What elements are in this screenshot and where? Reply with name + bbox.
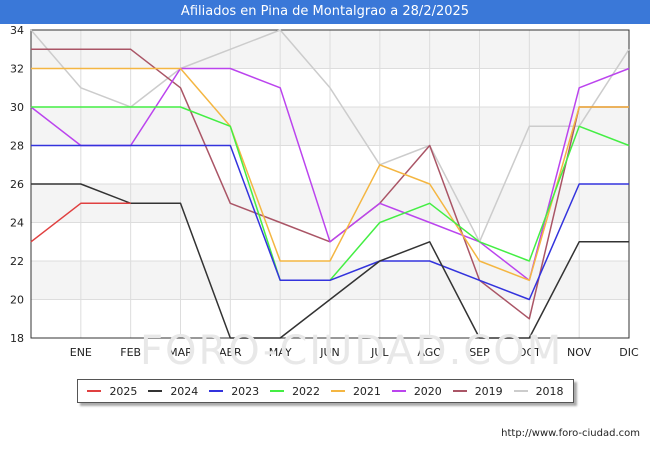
line-chart: 18 20 22 24 26 28 30 32 34 ENE FEB MAR ABR MAY JUN JUL A… [10, 24, 639, 359]
legend-label: 2021 [352, 384, 381, 398]
legend-swatch [513, 390, 528, 392]
y-tick-label: 24 [10, 217, 24, 230]
legend-swatch [391, 390, 406, 392]
y-tick-label: 20 [10, 294, 24, 307]
y-tick-label: 28 [10, 140, 24, 153]
x-tick-label: ABR [219, 346, 242, 359]
legend-swatch [209, 390, 224, 392]
x-tick-label: DIC [619, 346, 639, 359]
x-tick-label: JUN [319, 346, 340, 359]
y-tick-label: 22 [10, 255, 24, 268]
chart-title: Afiliados en Pina de Montalgrao a 28/2/2… [0, 0, 650, 24]
x-tick-label: MAY [269, 346, 292, 359]
x-tick-label: OCT [518, 346, 541, 359]
y-tick-label: 18 [10, 332, 24, 345]
legend-item-2021: 2021 [330, 384, 381, 398]
y-tick-label: 34 [10, 24, 24, 37]
source-url[interactable]: http://www.foro-ciudad.com [501, 428, 640, 439]
chart-legend: 2025 2024 2023 2022 2021 2020 2019 2018 [77, 379, 574, 403]
legend-item-2022: 2022 [270, 385, 320, 398]
x-tick-label: MAR [168, 346, 193, 359]
legend-label: 2022 [292, 384, 321, 398]
legend-label: 2018 [535, 384, 564, 398]
legend-item-2023: 2023 [209, 385, 259, 398]
y-tick-label: 32 [10, 63, 24, 76]
series-line-2023 [31, 144, 629, 301]
legend-item-2018: 2018 [513, 384, 564, 398]
legend-item-2019: 2019 [452, 384, 503, 398]
watermark: FORO-CIUDAD.COM [140, 328, 564, 374]
legend-label: 2019 [474, 384, 503, 398]
legend-item-2020: 2020 [391, 384, 442, 398]
x-tick-label: FEB [120, 346, 141, 359]
legend-label: 2025 [109, 384, 138, 398]
x-tick-label: JUL [370, 346, 389, 359]
legend-swatch [87, 390, 102, 392]
legend-item-2024: 2024 [148, 385, 198, 398]
legend-item-2025: 2025 [87, 385, 137, 398]
x-tick-label: ENE [70, 346, 92, 359]
legend-swatch [330, 390, 345, 392]
y-tick-label: 26 [10, 178, 24, 191]
series-line-2021 [31, 67, 629, 282]
legend-label: 2023 [231, 384, 260, 398]
x-tick-label: AGO [417, 346, 442, 359]
legend-swatch [270, 390, 285, 392]
legend-swatch [452, 390, 467, 392]
series-line-2025 [30, 202, 131, 243]
legend-label: 2020 [413, 384, 442, 398]
x-tick-label: SEP [469, 346, 490, 359]
legend-label: 2024 [170, 384, 199, 398]
x-tick-label: NOV [567, 346, 592, 359]
y-tick-label: 30 [10, 101, 24, 114]
legend-swatch [148, 390, 163, 392]
